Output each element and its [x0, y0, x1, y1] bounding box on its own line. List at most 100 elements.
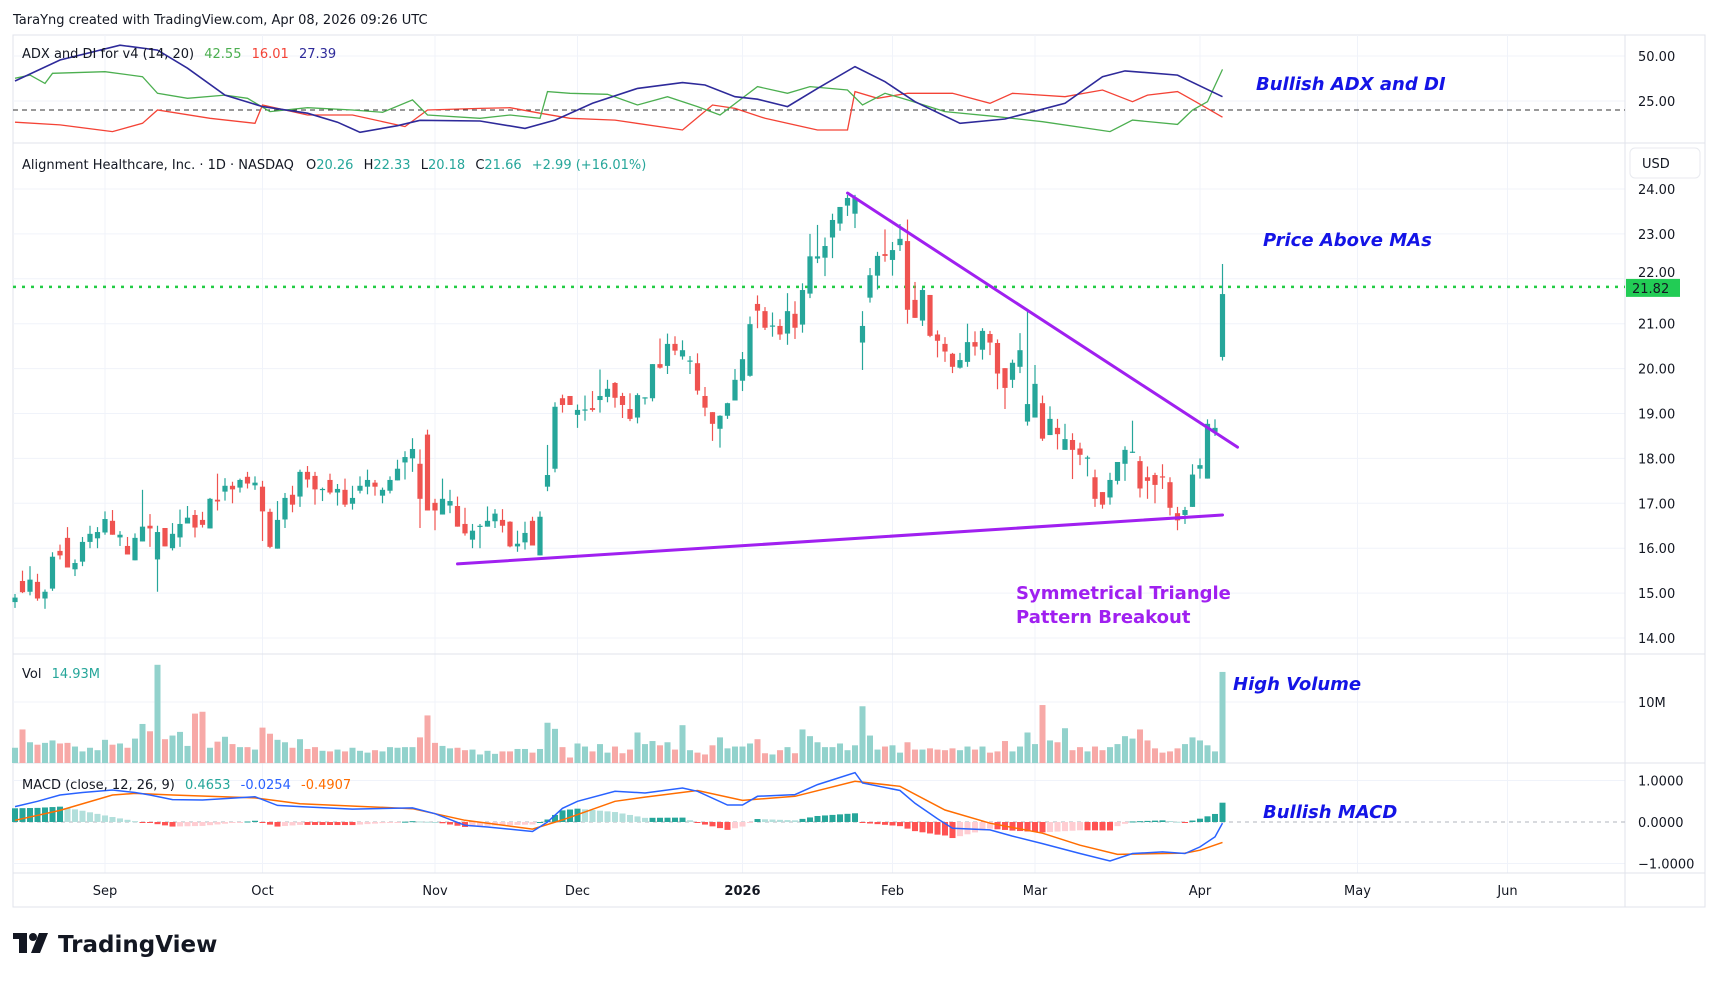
macd-histogram-bar — [27, 808, 33, 822]
price-axis-tick: 23.00 — [1638, 228, 1675, 243]
candle-body — [1062, 439, 1068, 450]
candle — [979, 328, 986, 360]
candle — [207, 497, 213, 529]
macd-histogram-bar — [79, 810, 86, 822]
candle — [379, 487, 386, 504]
volume-bar — [1054, 742, 1061, 763]
candle-body — [747, 324, 753, 376]
candle-body — [769, 325, 776, 327]
macd-histogram-bar — [214, 822, 221, 825]
candle-body — [724, 403, 731, 416]
macd-histogram-bar — [867, 822, 873, 824]
candle-body — [777, 325, 783, 335]
candle-body — [72, 563, 78, 570]
tradingview-logo[interactable]: TradingView — [13, 932, 217, 958]
adx-legend[interactable]: ADX and DI for v4 (14, 20) 42.55 16.01 2… — [22, 47, 336, 62]
macd-histogram-bar — [724, 822, 731, 830]
volume-bar — [102, 739, 108, 763]
volume-bar — [844, 750, 851, 763]
macd-histogram-bar — [1197, 818, 1203, 822]
candle — [1024, 309, 1031, 426]
macd-histogram-bar — [732, 822, 738, 829]
macd-histogram-bar — [297, 822, 303, 825]
macd-histogram-bar — [342, 822, 348, 826]
candle — [454, 496, 461, 527]
volume-bar — [792, 753, 798, 763]
macd-legend[interactable]: MACD (close, 12, 26, 9) 0.4653 -0.0254 -… — [22, 778, 351, 793]
macd-histogram-bar — [162, 822, 168, 826]
candle-body — [447, 501, 453, 506]
candle — [252, 476, 258, 490]
macd-histogram-bar — [702, 822, 708, 825]
macd-histogram-bar — [814, 815, 821, 822]
macd-histogram-bar — [1077, 822, 1083, 831]
candle-body — [1039, 403, 1046, 439]
candle-body — [874, 255, 881, 276]
annotation-high-volume[interactable]: High Volume — [1233, 674, 1361, 695]
candle-body — [814, 256, 821, 259]
volume-bar — [267, 733, 273, 763]
macd-histogram-bar — [1129, 821, 1136, 823]
candle-body — [732, 379, 738, 401]
volume-bar — [1099, 750, 1106, 763]
price-axis-tick: 18.00 — [1638, 452, 1675, 467]
candle — [987, 330, 993, 356]
candle-body — [117, 534, 123, 538]
volume-bar — [627, 749, 633, 763]
currency-button-bg[interactable] — [1629, 147, 1701, 179]
candle — [1144, 466, 1151, 499]
candle — [859, 311, 866, 370]
candle-body — [184, 517, 191, 524]
candle-body — [207, 498, 213, 529]
candle — [12, 593, 18, 608]
candle-body — [964, 342, 971, 362]
volume-bar — [1137, 729, 1143, 763]
macd-histogram-bar — [64, 808, 71, 822]
volume-bar — [1032, 744, 1038, 763]
macd-histogram-bar — [282, 822, 288, 827]
macd-histogram-bar — [207, 822, 213, 826]
currency-button[interactable]: USD — [1629, 147, 1701, 179]
volume-bar — [214, 741, 221, 763]
candle — [237, 478, 243, 493]
volume-bar — [124, 747, 131, 763]
candle-body — [1077, 448, 1083, 455]
candle-body — [1114, 461, 1121, 481]
candle — [574, 404, 581, 428]
volume-bar — [484, 750, 491, 763]
candle-body — [507, 521, 513, 547]
volume-bar — [402, 747, 408, 763]
annotation-triangle-line1[interactable]: Symmetrical Triangle — [1016, 583, 1231, 604]
last-price-label-bg — [1626, 278, 1680, 297]
macd-histogram-bar — [912, 822, 918, 832]
candle-body — [109, 520, 116, 535]
symbol-legend[interactable]: Alignment Healthcare, Inc. · 1D · NASDAQ… — [22, 158, 646, 173]
volume-bar — [19, 729, 26, 763]
candle — [814, 224, 821, 264]
volume-legend[interactable]: Vol 14.93M — [22, 667, 100, 682]
candle-body — [679, 350, 686, 357]
volume-bar — [777, 750, 783, 763]
candle — [514, 530, 521, 552]
annotation-bullish-macd[interactable]: Bullish MACD — [1263, 802, 1397, 823]
annotation-price-above-mas[interactable]: Price Above MAs — [1263, 230, 1432, 251]
macd-histogram-bar — [409, 821, 416, 823]
macd-histogram-bar — [402, 821, 408, 823]
macd-histogram-bar — [229, 822, 236, 823]
candle — [1084, 455, 1091, 477]
open-value: 20.26 — [316, 158, 353, 173]
macd-histogram-bar — [634, 816, 641, 822]
annotation-triangle-line2[interactable]: Pattern Breakout — [1016, 607, 1191, 628]
candle-body — [237, 479, 243, 488]
macd-hist-value: 0.4653 — [185, 778, 231, 793]
candle-body — [604, 388, 611, 397]
candle — [844, 194, 851, 216]
annotation-bullish-adx[interactable]: Bullish ADX and DI — [1256, 74, 1446, 95]
candle — [829, 213, 836, 259]
candle — [964, 323, 971, 367]
macd-histogram-bar — [499, 822, 506, 826]
macd-histogram-bar — [1144, 820, 1151, 822]
macd-line — [14, 771, 1224, 862]
volume-bar — [807, 736, 813, 763]
